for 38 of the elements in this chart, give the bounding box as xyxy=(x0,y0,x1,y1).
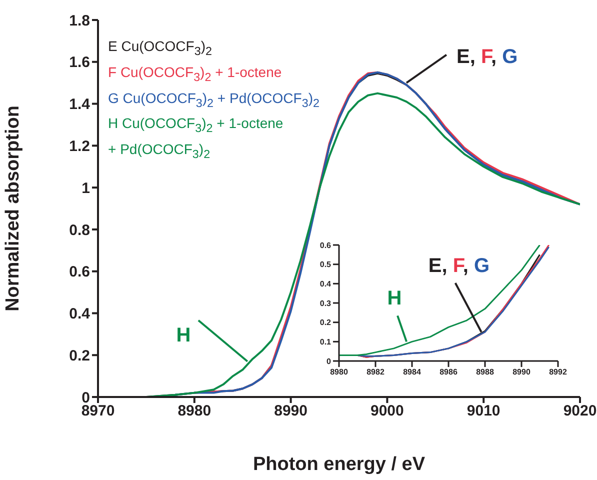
x-tick-label: 9020 xyxy=(563,402,597,420)
y-tick-label: 1.8 xyxy=(69,12,90,30)
y-tick-label: 0.4 xyxy=(320,280,332,289)
x-tick-label: 8980 xyxy=(178,402,212,420)
annotation: H xyxy=(387,288,402,310)
x-tick-label: 8986 xyxy=(440,368,458,377)
y-tick-label: 1.2 xyxy=(69,138,90,155)
annotation: H xyxy=(176,324,191,346)
text: E Cu(OCOCF$_{3}$)$_{2}$ xyxy=(108,37,213,60)
x-tick-label: 8984 xyxy=(403,368,422,377)
y-tick-label: 0.2 xyxy=(69,347,90,364)
series-label: G Cu(OCOCF$_{3}$)$_{2}$ + Pd(OCOCF$_{3}$)$_{2}$ xyxy=(108,88,320,112)
x-tick-label: 8990 xyxy=(274,402,308,420)
x-tick-label: 9010 xyxy=(466,402,500,420)
y-tick-label: 1.4 xyxy=(69,96,91,114)
y-tick-label: 0.2 xyxy=(320,318,332,328)
y-tick-label: 0.1 xyxy=(320,338,332,347)
x-tick-label: 8988 xyxy=(476,368,494,377)
y-tick-label: 0.6 xyxy=(320,240,332,250)
y-tick-label: 0.5 xyxy=(320,260,332,270)
x-tick-label: 8980 xyxy=(330,368,348,377)
y-tick-label: 0.6 xyxy=(69,264,90,281)
x-tick-label: 8990 xyxy=(512,368,531,377)
y-axis-title: Normalized absorption xyxy=(2,106,24,312)
text: F Cu(OCOCF$_{3}$)$_{2}$ + 1-octene xyxy=(108,62,283,86)
annotation: E, F, G xyxy=(428,255,490,277)
y-tick-label: 0.3 xyxy=(320,298,332,308)
y-tick-label: 1 xyxy=(82,180,90,197)
x-tick-label: 8982 xyxy=(366,368,385,377)
x-axis-title: Photon energy / eV xyxy=(252,454,426,475)
y-tick-label: 0.4 xyxy=(69,306,91,323)
x-tick-label: 9000 xyxy=(370,402,404,420)
x-tick-label: 8992 xyxy=(549,368,568,377)
y-tick-label: 0.8 xyxy=(69,222,90,239)
y-tick-label: 1.6 xyxy=(69,54,90,72)
annotation: E, F, G xyxy=(456,46,518,68)
y-tick-label: 0 xyxy=(326,356,332,366)
text: H Cu(OCOCF$_{3}$)$_{2}$ + 1-octene + Pd(OCOCF$_{3}$)$_{2}$ xyxy=(108,115,284,161)
